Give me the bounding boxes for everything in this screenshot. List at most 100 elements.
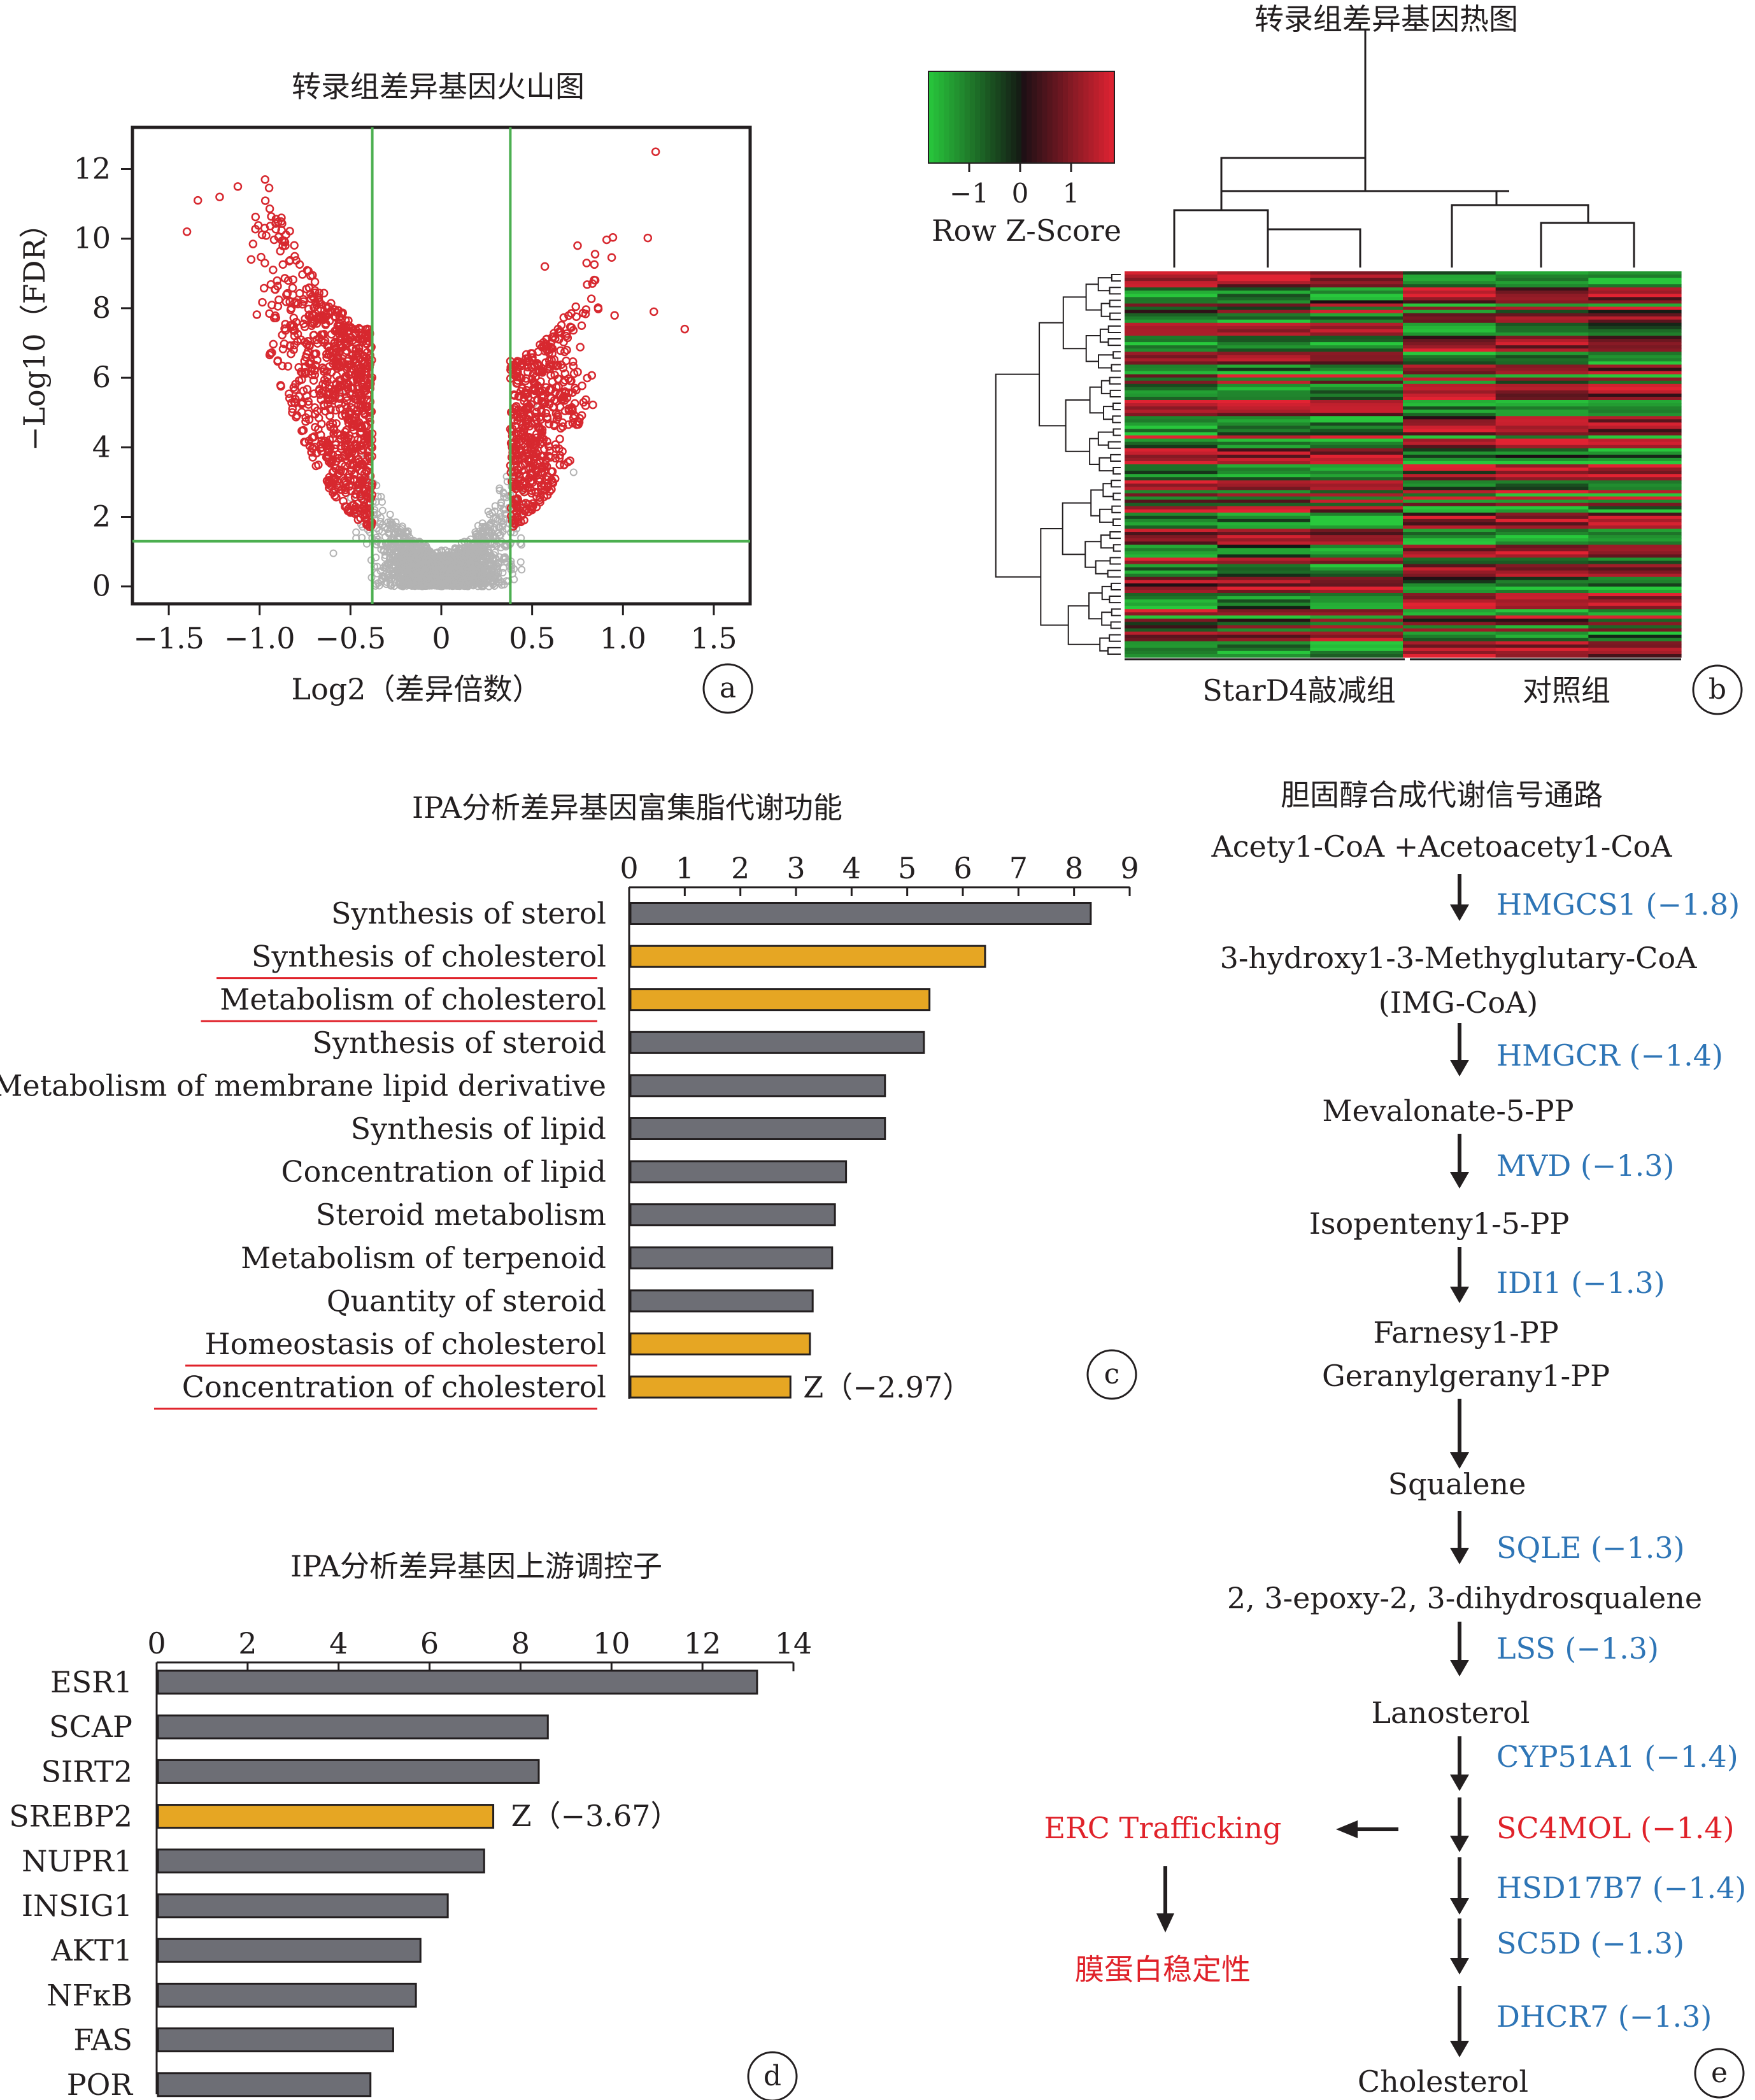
row-dendrogram-branch [1111, 582, 1121, 590]
heatmap-cell [1403, 290, 1496, 294]
heatmap-cell [1403, 281, 1496, 285]
heatmap-cell [1403, 451, 1496, 455]
heatmap-cell [1495, 435, 1589, 439]
bar-category-label: SCAP [49, 1710, 132, 1744]
heatmap-cell [1403, 336, 1496, 339]
heatmap-cell [1495, 583, 1589, 587]
y-tick-label: 8 [92, 290, 111, 325]
heatmap-cell [1125, 580, 1218, 584]
volcano-point [386, 510, 394, 518]
volcano-point [376, 517, 385, 525]
heatmap-cell [1495, 570, 1589, 575]
volcano-point [540, 262, 550, 271]
heatmap-cell [1403, 580, 1496, 584]
heatmap-cell [1495, 541, 1589, 545]
heatmap-cell [1310, 306, 1403, 311]
bar [629, 945, 986, 968]
heatmap-cell [1310, 400, 1403, 404]
heatmap-cell [1125, 377, 1218, 382]
heatmap-cell [1217, 471, 1311, 475]
volcano-point [490, 507, 499, 515]
row-dendrogram-branch [1112, 428, 1121, 436]
heatmap-cell [1310, 358, 1403, 362]
heatmap-cell [1403, 306, 1496, 311]
heatmap-cell [1403, 548, 1496, 552]
heatmap-cell [1403, 634, 1496, 639]
heatmap-cell [1495, 580, 1589, 584]
heatmap-cell [1125, 557, 1218, 562]
heatmap-cell [1125, 374, 1218, 378]
heatmap-cell [1495, 441, 1589, 446]
bar [629, 1203, 836, 1227]
heatmap-cell [1310, 638, 1403, 642]
heatmap-cell [1125, 625, 1218, 629]
heatmap-cell [1217, 477, 1311, 481]
bar-category-label: POR [67, 2068, 134, 2100]
heatmap-cell [1125, 650, 1218, 655]
volcano-point [432, 563, 440, 571]
heatmap-cell [1495, 634, 1589, 639]
color-key-swatch [949, 71, 955, 163]
heatmap-cell [1217, 406, 1311, 410]
heatmap-cell [1588, 464, 1682, 468]
row-dendrogram-branch [1062, 296, 1086, 350]
heatmap-cell [1217, 647, 1311, 652]
color-key-swatch [1057, 71, 1063, 163]
bar [157, 1714, 549, 1739]
heatmap-cell [1588, 435, 1682, 439]
heatmap-cell [1588, 580, 1682, 584]
heatmap-cell [1310, 615, 1403, 619]
heatmap-cell [1495, 503, 1589, 507]
volcano-point [352, 528, 360, 536]
heatmap-cell [1125, 410, 1218, 413]
heatmap-cell [1310, 593, 1403, 597]
bar-category-label: Synthesis of steroid [312, 1025, 606, 1060]
heatmap-cell [1217, 503, 1311, 507]
heatmap-cell [1495, 429, 1589, 433]
heatmap-cell [1217, 474, 1311, 478]
x-tick-label: −1.5 [133, 621, 204, 655]
heatmap-cell [1588, 525, 1682, 529]
pathway-enzyme: HMGCS1 (−1.8) [1496, 887, 1740, 922]
color-key-swatch [1062, 71, 1069, 163]
heatmap-cell [1588, 487, 1682, 490]
heatmap-cell [1588, 406, 1682, 410]
heatmap-cell [1217, 545, 1311, 548]
y-tick-label: 2 [92, 499, 111, 534]
heatmap-cell [1588, 618, 1682, 623]
volcano-point [485, 568, 494, 576]
heatmap-cell [1217, 393, 1311, 397]
heatmap-cell [1217, 631, 1311, 636]
heatmap-cell [1403, 352, 1496, 355]
heatmap-cell [1403, 461, 1496, 465]
heatmap-cell [1217, 380, 1311, 385]
heatmap-cell [1495, 400, 1589, 404]
pathway-metabolite: Squalene [1388, 1467, 1526, 1501]
heatmap-cell [1310, 451, 1403, 455]
heatmap-cell [1495, 638, 1589, 642]
heatmap-cell [1310, 322, 1403, 327]
heatmap-cell [1588, 287, 1682, 291]
heatmap-cell [1588, 387, 1682, 391]
heatmap-cell [1588, 483, 1682, 487]
heatmap-cell [1403, 422, 1496, 426]
volcano-point [283, 362, 292, 371]
row-dendrogram-branch [1110, 454, 1121, 462]
bar-chart-c-bars [629, 902, 1092, 1399]
heatmap-cell [1403, 599, 1496, 603]
heatmap-cell [1495, 564, 1589, 568]
heatmap-cell [1310, 487, 1403, 490]
heatmap-cell [1495, 393, 1589, 397]
heatmap-cell [1125, 464, 1218, 468]
heatmap-cell [1310, 271, 1403, 275]
heatmap-cell [1310, 625, 1403, 629]
row-dendrogram-branch [1111, 274, 1121, 282]
heatmap-cell [1403, 612, 1496, 616]
bar-category-label: Synthesis of lipid [351, 1111, 606, 1146]
y-tick-label: 6 [92, 360, 111, 394]
heatmap-cell [1310, 316, 1403, 320]
heatmap-cell [1217, 615, 1311, 619]
heatmap-cell [1310, 287, 1403, 291]
heatmap-cell [1403, 615, 1496, 619]
heatmap-cell [1495, 339, 1589, 343]
